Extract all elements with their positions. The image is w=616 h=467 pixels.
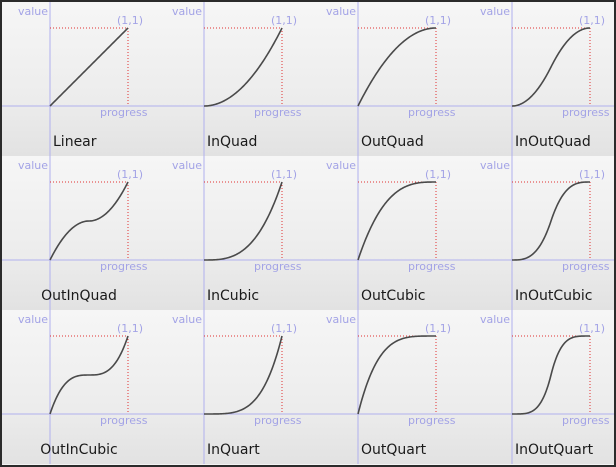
easing-cell-outquart: value (1,1) progress OutQuart: [310, 310, 464, 464]
endpoint-label: (1,1): [271, 168, 298, 181]
progress-axis-label: progress: [408, 414, 456, 427]
easing-cell-inoutquart: value (1,1) progress InOutQuart: [464, 310, 614, 464]
easing-cell-outcubic: value (1,1) progress OutCubic: [310, 156, 464, 310]
easing-curve: [49, 181, 129, 261]
endpoint-label: (1,1): [271, 322, 298, 335]
easing-plot: [464, 310, 614, 464]
value-axis-label: value: [18, 313, 49, 326]
easing-plot: [2, 310, 156, 464]
easing-plot: [2, 2, 156, 156]
value-axis-label: value: [326, 313, 357, 326]
curve-name: Linear: [53, 134, 97, 150]
value-axis-label: value: [172, 159, 203, 172]
curve-name: InOutQuart: [515, 442, 594, 458]
progress-axis-label: progress: [254, 260, 302, 273]
progress-axis-label: progress: [562, 106, 610, 119]
curve-name: OutInQuad: [41, 288, 117, 304]
value-axis-label: value: [480, 5, 511, 18]
easing-curve: [203, 27, 283, 107]
progress-axis-label: progress: [254, 106, 302, 119]
easing-plot: [156, 310, 310, 464]
curve-name: InOutCubic: [515, 288, 593, 304]
progress-axis-label: progress: [408, 260, 456, 273]
easing-curve: [49, 335, 129, 415]
endpoint-label: (1,1): [117, 322, 144, 335]
value-axis-label: value: [172, 5, 203, 18]
endpoint-label: (1,1): [425, 322, 452, 335]
value-axis-label: value: [18, 5, 49, 18]
easing-cell-incubic: value (1,1) progress InCubic: [156, 156, 310, 310]
value-axis-label: value: [326, 159, 357, 172]
easing-curve: [357, 27, 437, 107]
progress-axis-label: progress: [408, 106, 456, 119]
easing-curve: [49, 27, 129, 107]
endpoint-label: (1,1): [117, 168, 144, 181]
easing-curve: [512, 181, 590, 261]
endpoint-label: (1,1): [579, 322, 606, 335]
curve-name: InQuad: [207, 134, 258, 150]
easing-plot: [464, 2, 614, 156]
easing-plot: [310, 310, 464, 464]
endpoint-label: (1,1): [425, 168, 452, 181]
curve-name: OutCubic: [361, 288, 426, 304]
curve-name: InCubic: [207, 288, 260, 304]
easing-cell-inquart: value (1,1) progress InQuart: [156, 310, 310, 464]
curve-name: InQuart: [207, 442, 260, 458]
easing-cell-linear: value (1,1) progress Linear: [2, 2, 156, 156]
progress-axis-label: progress: [562, 414, 610, 427]
easing-cell-outinquad: value (1,1) progress OutInQuad: [2, 156, 156, 310]
progress-axis-label: progress: [100, 106, 148, 119]
endpoint-label: (1,1): [579, 14, 606, 27]
easing-curve: [204, 181, 283, 261]
curve-name: OutInCubic: [40, 442, 118, 458]
easing-plot: [156, 2, 310, 156]
progress-axis-label: progress: [254, 414, 302, 427]
curve-name: InOutQuad: [515, 134, 591, 150]
value-axis-label: value: [480, 159, 511, 172]
easing-curve: [357, 181, 436, 261]
easing-plot: [156, 156, 310, 310]
easing-cell-outquad: value (1,1) progress OutQuad: [310, 2, 464, 156]
easing-curve: [512, 335, 590, 415]
endpoint-label: (1,1): [117, 14, 144, 27]
progress-axis-label: progress: [100, 260, 148, 273]
progress-axis-label: progress: [100, 414, 148, 427]
easing-cell-inoutcubic: value (1,1) progress InOutCubic: [464, 156, 614, 310]
value-axis-label: value: [18, 159, 49, 172]
endpoint-label: (1,1): [425, 14, 452, 27]
curve-name: OutQuart: [361, 442, 427, 458]
endpoint-label: (1,1): [271, 14, 298, 27]
easing-plot: [310, 2, 464, 156]
curve-name: OutQuad: [361, 134, 424, 150]
value-axis-label: value: [172, 313, 203, 326]
easing-cell-outincubic: value (1,1) progress OutInCubic: [2, 310, 156, 464]
easing-curve: [204, 335, 283, 415]
easing-plot: [2, 156, 156, 310]
progress-axis-label: progress: [562, 260, 610, 273]
value-axis-label: value: [326, 5, 357, 18]
easing-plot: [310, 156, 464, 310]
easing-curve: [357, 335, 436, 415]
easing-curve: [511, 27, 591, 107]
easing-plot: [464, 156, 614, 310]
easing-cell-inquad: value (1,1) progress InQuad: [156, 2, 310, 156]
endpoint-label: (1,1): [579, 168, 606, 181]
value-axis-label: value: [480, 313, 511, 326]
easing-cell-inoutquad: value (1,1) progress InOutQuad: [464, 2, 614, 156]
